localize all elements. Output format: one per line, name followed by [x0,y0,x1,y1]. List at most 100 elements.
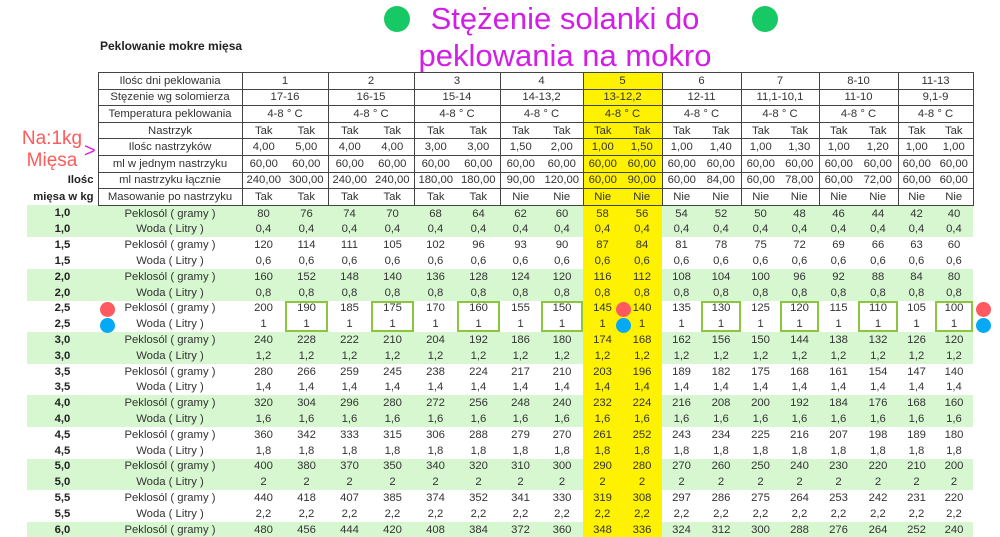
value-cell: 0,6 [554,255,570,268]
header-value-cell: Tak [285,188,329,206]
value-cell: 1,2 [858,347,898,364]
row-label: Woda ( Litry ) [136,381,204,394]
header-value-cell: Tak [780,121,820,140]
value-cell: 1,4 [830,381,847,394]
value-cell: 2,2 [427,507,444,520]
table-row: 5,0 Woda ( Litry ) 2 2 2 2 2 2 2 2 2 2 2 2 2 2 2 2 2 2 [27,474,973,491]
row-label: Peklosól ( gramy ) [98,268,242,285]
value-cell: 418 [297,491,316,504]
meat-amount-label: mięsa w kg [33,190,94,203]
value-cell: 333 [340,428,359,441]
arrow-marker: > [84,140,96,162]
value-cell: 2,2 [830,507,847,520]
value-cell: 156 [701,332,741,348]
value-cell: 0,4 [457,221,500,238]
value-cell: 208 [701,395,741,412]
header-value-cell: 1,20 [858,138,899,156]
value-cell: 100 [741,268,780,285]
table-row: 4,5 Woda ( Litry ) 1,8 1,8 1,8 1,8 1,8 1,8 1,8 1,… [27,442,973,459]
value-cell: 0,8 [741,284,780,301]
table-row: 1,5 Peklosól ( gramy ) 120 114 111 105 102 96 93… [27,237,973,254]
empty-cell [27,139,98,156]
header-group-cell: 4-8 ° C [413,105,501,123]
green-dot-right [752,6,778,32]
header-group-cell: 4-8 ° C [661,105,742,123]
value-cell: 69 [832,239,845,252]
header-value-cell: 84,00 [701,171,742,190]
header-value-cell: Tak [622,121,663,140]
value-cell: 1,6 [780,411,819,427]
value-cell: 198 [868,428,888,441]
value-cell: 78 [714,239,728,252]
value-cell: 230 [819,458,858,475]
header-label: Stęzenie wg solomierza [97,88,243,107]
value-cell: 232 [583,395,622,412]
value-cell: 380 [285,458,328,475]
value-cell: 0,6 [713,255,729,268]
meat-kg-cell: 2,5 [54,318,71,331]
row-label: Woda ( Litry ) [98,474,242,491]
header-value-cell: Tak [897,121,935,140]
value-cell: 1,8 [908,444,925,457]
value-cell: 370 [328,458,371,475]
value-cell: 385 [383,491,402,504]
value-cell: 1 [913,318,920,331]
value-cell: 1,6 [328,411,371,427]
value-cell: 340 [414,458,457,475]
value-cell: 1,2 [780,347,819,364]
value-cell: 290 [583,458,622,475]
value-cell: 70 [371,205,414,222]
value-cell: 46 [819,205,858,222]
header-value-cell: 60,00 [457,154,501,173]
value-cell: 170 [426,302,445,315]
table-row: 6,0 Peklosól ( gramy ) 480 456 444 420 408 384 3… [27,521,973,537]
header-value-cell: 60,00 [935,154,974,173]
value-cell: 224 [622,395,662,412]
value-cell: 0,6 [870,255,886,268]
value-cell: 308 [622,490,662,506]
value-cell: 93 [514,239,527,252]
value-cell: 150 [741,332,780,348]
value-cell: 68 [414,205,457,222]
value-cell: 296 [328,395,371,412]
value-cell: 1 [780,316,819,332]
value-cell: 0,6 [384,255,401,268]
value-cell: 320 [457,458,500,475]
header-value-cell: 60,00 [499,154,541,173]
value-cell: 260 [701,458,741,475]
value-cell: 256 [457,395,500,412]
header-value-cell: Nie [499,188,541,206]
value-cell: 0,4 [741,221,780,238]
header-value-cell: 60,00 [413,154,457,173]
value-cell: 444 [328,521,371,537]
table-row: 2,5 Peklosól ( gramy ) 200 190 185 175 170 160 1… [27,300,973,317]
header-row: Stęzenie wg solomierza 17-16 16-15 15-14 14-… [27,88,974,107]
value-cell: 275 [751,491,770,504]
value-cell: 2 [328,474,371,491]
header-value-cell: 3,00 [413,138,457,156]
value-cell: 2,2 [622,505,662,522]
header-value-cell: 60,00 [622,154,663,173]
header-value-cell: 180,00 [457,171,501,190]
header-value-cell: 60,00 [661,171,701,190]
value-cell: 0,8 [285,284,328,301]
value-cell: 203 [583,363,622,380]
value-cell: 84 [898,268,935,285]
header-value-cell: Nie [582,188,622,206]
value-cell: 310 [500,458,541,475]
value-cell: 1,4 [946,381,962,394]
brine-table: Ilośc dni peklowania 1 2 3 4 5 6 7 8-10 11-13 Stęz… [27,72,974,537]
header-value-cell: 60,00 [541,154,584,173]
value-cell: 145 [583,300,622,317]
header-value-cell: 60,00 [701,154,742,173]
header-value-cell: 4,00 [371,138,415,156]
value-cell: 114 [297,239,316,252]
header-value-cell: 4,00 [327,138,371,156]
value-cell: 220 [858,458,898,475]
meat-kg-cell: 1,5 [54,239,71,252]
value-cell: 2 [583,474,622,491]
header-value-cell: 60,00 [327,154,371,173]
table-row: 1,5 Woda ( Litry ) 0,6 0,6 0,6 0,6 0,6 0,6 0,6 0,… [27,253,973,269]
value-cell: 74 [328,205,371,222]
value-cell: 1,4 [427,381,444,394]
